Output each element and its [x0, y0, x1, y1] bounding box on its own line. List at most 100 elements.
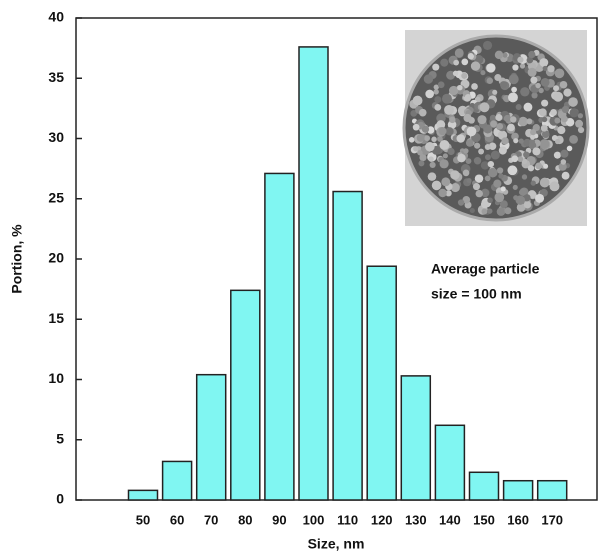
photo-particle	[431, 180, 442, 191]
photo-particle	[512, 184, 518, 190]
photo-particle	[447, 147, 455, 156]
photo-particle	[494, 50, 504, 60]
bar	[400, 375, 432, 501]
photo-particle	[464, 93, 472, 101]
photo-particle	[433, 84, 439, 90]
photo-particle	[566, 145, 573, 152]
y-tick-label: 20	[48, 250, 64, 266]
photo-particle	[527, 67, 537, 77]
x-tick-label: 120	[371, 512, 393, 527]
y-axis-label: Portion, %	[9, 224, 25, 294]
y-tick-label: 30	[48, 129, 64, 145]
photo-particle	[440, 58, 449, 67]
bar	[366, 265, 397, 501]
bar	[468, 471, 500, 501]
photo-particle	[419, 153, 427, 162]
photo-particle	[445, 190, 452, 197]
x-tick-label: 170	[541, 512, 563, 527]
photo-particle	[475, 189, 483, 198]
photo-particle	[523, 151, 530, 158]
bar	[332, 190, 363, 501]
photo-particle	[560, 149, 569, 158]
photo-particle	[515, 103, 522, 110]
photo-particle	[498, 146, 507, 155]
annotation-line: size = 100 nm	[431, 286, 522, 302]
photo-particle	[521, 174, 528, 180]
photo-particle	[554, 117, 561, 124]
photo-particle	[473, 157, 482, 165]
photo-particle	[547, 65, 555, 73]
photo-particle	[427, 172, 437, 181]
photo-particle	[417, 150, 423, 156]
photo-particle	[493, 179, 502, 188]
photo-particle	[484, 144, 491, 151]
photo-particle	[535, 162, 543, 170]
photo-particle	[441, 177, 451, 187]
photo-particle	[532, 147, 541, 156]
photo-particle	[513, 195, 519, 201]
photo-particle	[437, 136, 443, 142]
photo-particle	[499, 200, 508, 209]
photo-particle	[500, 186, 506, 192]
photo-particle	[472, 183, 481, 191]
x-tick-label: 150	[473, 512, 495, 527]
photo-particle	[501, 137, 509, 145]
photo-particle	[433, 89, 439, 95]
photo-particle	[558, 162, 567, 171]
photo-particle	[527, 164, 535, 172]
photo-particle	[456, 134, 466, 143]
photo-particle	[457, 84, 463, 91]
bar	[502, 479, 534, 501]
photo-particle	[516, 202, 526, 212]
photo-particle	[535, 82, 541, 89]
photo-particle	[474, 142, 481, 149]
photo-particle	[423, 74, 434, 84]
photo-particle	[511, 132, 519, 141]
photo-particle	[465, 139, 474, 147]
photo-particle	[461, 58, 469, 66]
photo-particle	[429, 161, 436, 168]
photo-particle	[549, 181, 560, 192]
photo-particle	[561, 105, 570, 114]
photo-particle	[531, 92, 538, 99]
photo-particle	[560, 115, 568, 123]
photo-particle	[529, 138, 536, 145]
photo-particle	[438, 188, 447, 198]
photo-particle	[538, 87, 544, 94]
photo-particle	[494, 192, 505, 203]
photo-particle	[488, 142, 497, 150]
y-tick-label: 0	[56, 491, 64, 507]
photo-particle	[503, 114, 512, 123]
photo-particle	[462, 196, 471, 204]
photo-particle	[425, 89, 434, 99]
photo-particle	[511, 86, 517, 93]
photo-particle	[508, 92, 518, 103]
photo-particle	[550, 109, 557, 116]
photo-particle	[502, 52, 508, 58]
photo-particle	[442, 93, 452, 104]
photo-particle	[553, 85, 560, 92]
photo-particle	[508, 74, 519, 85]
y-tick-label: 15	[48, 310, 64, 326]
photo-particle	[512, 64, 519, 71]
photo-particle	[517, 56, 524, 63]
photo-particle	[469, 208, 475, 214]
x-tick-label: 70	[204, 512, 218, 527]
bar	[298, 46, 329, 501]
photo-particle	[487, 197, 493, 204]
x-tick-label: 60	[170, 512, 184, 527]
photo-particle	[541, 99, 549, 107]
photo-particle	[517, 156, 524, 162]
photo-particle	[490, 120, 498, 128]
photo-particle	[449, 116, 456, 124]
photo-particle	[466, 178, 472, 184]
bar	[434, 424, 466, 501]
photo-particle	[450, 183, 460, 193]
y-tick-label: 5	[56, 430, 64, 446]
photo-particle	[543, 163, 549, 169]
photo-particle	[412, 95, 423, 106]
photo-particle	[561, 171, 570, 180]
photo-particle	[575, 119, 584, 128]
